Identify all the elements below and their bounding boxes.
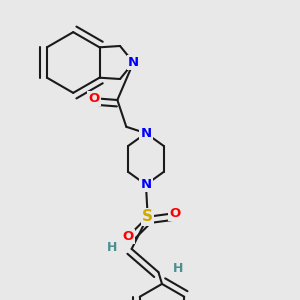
Text: O: O xyxy=(88,92,100,105)
Text: O: O xyxy=(169,207,180,220)
Text: N: N xyxy=(140,178,152,191)
Text: S: S xyxy=(142,209,153,224)
Text: H: H xyxy=(173,262,183,275)
Text: O: O xyxy=(122,230,134,243)
Text: N: N xyxy=(128,56,139,69)
Text: H: H xyxy=(107,241,117,254)
Text: N: N xyxy=(140,127,152,140)
